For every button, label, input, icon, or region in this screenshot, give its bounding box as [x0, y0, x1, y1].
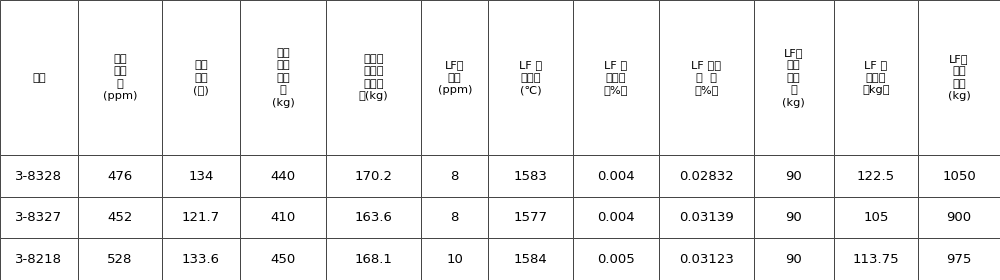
- Text: 1583: 1583: [514, 170, 547, 183]
- Text: 10: 10: [446, 253, 463, 266]
- Bar: [326, 0, 421, 155]
- Text: 0.03139: 0.03139: [679, 211, 734, 224]
- Text: 3-8327: 3-8327: [15, 211, 63, 224]
- Bar: [0, 155, 78, 197]
- Bar: [0, 239, 78, 280]
- Bar: [78, 197, 162, 239]
- Text: 钢水
重量
(吨): 钢水 重量 (吨): [193, 60, 209, 95]
- Text: 脱完溶
解氧后
剩余铝
量(kg): 脱完溶 解氧后 剩余铝 量(kg): [359, 54, 388, 101]
- Bar: [78, 0, 162, 155]
- Bar: [488, 0, 573, 155]
- Text: 8: 8: [451, 211, 459, 224]
- Text: 528: 528: [107, 253, 133, 266]
- Bar: [573, 239, 659, 280]
- Text: 90: 90: [785, 253, 802, 266]
- Bar: [421, 0, 488, 155]
- Text: 炉号: 炉号: [32, 73, 46, 83]
- Text: 168.1: 168.1: [355, 253, 393, 266]
- Bar: [78, 239, 162, 280]
- Text: 1584: 1584: [514, 253, 547, 266]
- Bar: [162, 0, 240, 155]
- Text: 410: 410: [271, 211, 296, 224]
- Bar: [918, 197, 1000, 239]
- Bar: [754, 0, 834, 155]
- Text: LF进
站氧
(ppm): LF进 站氧 (ppm): [438, 60, 472, 95]
- Text: 105: 105: [863, 211, 888, 224]
- Text: 90: 90: [785, 211, 802, 224]
- Bar: [488, 155, 573, 197]
- Text: 121.7: 121.7: [182, 211, 220, 224]
- Bar: [488, 197, 573, 239]
- Text: 转炉
加铝
锰铁
量
(kg): 转炉 加铝 锰铁 量 (kg): [272, 48, 295, 108]
- Bar: [659, 0, 754, 155]
- Text: 476: 476: [107, 170, 133, 183]
- Text: 170.2: 170.2: [355, 170, 393, 183]
- Bar: [754, 197, 834, 239]
- Bar: [918, 155, 1000, 197]
- Bar: [834, 155, 918, 197]
- Bar: [240, 0, 326, 155]
- Text: LF 进
站温度
(℃): LF 进 站温度 (℃): [519, 60, 542, 95]
- Text: 0.03123: 0.03123: [679, 253, 734, 266]
- Text: 8: 8: [451, 170, 459, 183]
- Text: 133.6: 133.6: [182, 253, 220, 266]
- Text: 122.5: 122.5: [857, 170, 895, 183]
- Text: 440: 440: [271, 170, 296, 183]
- Bar: [162, 155, 240, 197]
- Bar: [240, 197, 326, 239]
- Bar: [421, 155, 488, 197]
- Text: 134: 134: [188, 170, 214, 183]
- Bar: [918, 0, 1000, 155]
- Text: 0.02832: 0.02832: [679, 170, 734, 183]
- Bar: [240, 239, 326, 280]
- Bar: [162, 197, 240, 239]
- Bar: [834, 197, 918, 239]
- Bar: [659, 197, 754, 239]
- Text: 0.004: 0.004: [597, 170, 635, 183]
- Bar: [421, 197, 488, 239]
- Text: 113.75: 113.75: [852, 253, 899, 266]
- Bar: [326, 239, 421, 280]
- Bar: [162, 239, 240, 280]
- Text: 1577: 1577: [514, 211, 548, 224]
- Bar: [240, 155, 326, 197]
- Bar: [573, 155, 659, 197]
- Bar: [326, 197, 421, 239]
- Bar: [659, 239, 754, 280]
- Text: 900: 900: [946, 211, 972, 224]
- Bar: [834, 0, 918, 155]
- Text: 转炉
终点
氧
(ppm): 转炉 终点 氧 (ppm): [103, 54, 137, 101]
- Text: 452: 452: [107, 211, 133, 224]
- Bar: [421, 239, 488, 280]
- Text: 450: 450: [271, 253, 296, 266]
- Text: LF炉
加石
灰量
(kg): LF炉 加石 灰量 (kg): [948, 54, 970, 101]
- Bar: [0, 197, 78, 239]
- Bar: [0, 0, 78, 155]
- Text: 1050: 1050: [942, 170, 976, 183]
- Bar: [659, 155, 754, 197]
- Bar: [754, 155, 834, 197]
- Bar: [573, 0, 659, 155]
- Bar: [834, 239, 918, 280]
- Bar: [573, 197, 659, 239]
- Text: LF 出站
铝  量
（%）: LF 出站 铝 量 （%）: [691, 60, 721, 95]
- Text: 90: 90: [785, 170, 802, 183]
- Text: 0.005: 0.005: [597, 253, 635, 266]
- Bar: [754, 239, 834, 280]
- Text: 0.004: 0.004: [597, 211, 635, 224]
- Bar: [326, 155, 421, 197]
- Text: 3-8328: 3-8328: [15, 170, 62, 183]
- Text: 975: 975: [946, 253, 972, 266]
- Bar: [488, 239, 573, 280]
- Text: 163.6: 163.6: [355, 211, 393, 224]
- Text: LF 进
站铝量
（%）: LF 进 站铝量 （%）: [604, 60, 628, 95]
- Text: LF 炉
加铝量
（kg）: LF 炉 加铝量 （kg）: [862, 60, 890, 95]
- Text: LF炉
加碳
化钙
量
(kg): LF炉 加碳 化钙 量 (kg): [782, 48, 805, 108]
- Bar: [78, 155, 162, 197]
- Bar: [918, 239, 1000, 280]
- Text: 3-8218: 3-8218: [15, 253, 62, 266]
